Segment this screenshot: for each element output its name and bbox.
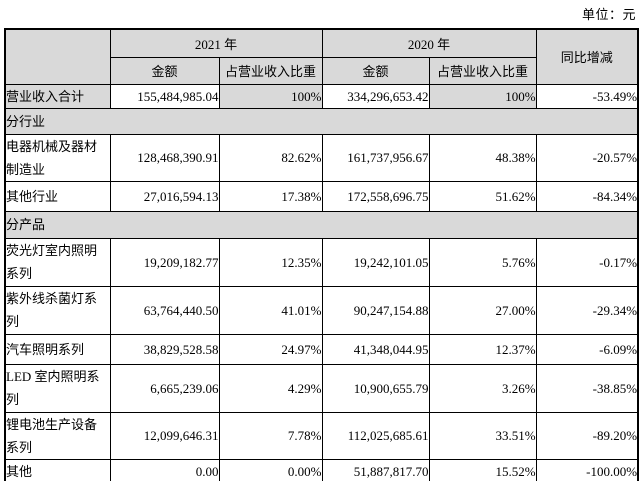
amount-2021-header: 金额 <box>109 56 220 85</box>
amount-2021-cell: 128,468,390.91 <box>109 133 220 182</box>
yoy-cell: -84.34% <box>535 180 639 212</box>
section-label-cell: 分产品 <box>4 210 639 239</box>
row-label-cell: 汽车照明系列 <box>4 333 111 365</box>
amount-2020-cell: 41,348,044.95 <box>321 333 430 365</box>
amount-2021-cell: 63,764,440.50 <box>109 285 220 335</box>
yoy-cell: -0.17% <box>535 237 639 287</box>
ratio-2021-cell: 4.29% <box>218 363 323 413</box>
corner-cell <box>4 28 111 85</box>
ratio-2021-cell: 24.97% <box>218 333 323 365</box>
amount-2021-cell: 27,016,594.13 <box>109 180 220 212</box>
table-row-fluorescent-lighting: 荧光灯室内照明系列 19,209,182.77 12.35% 19,242,10… <box>4 237 639 287</box>
table-row-led-indoor-lighting: LED 室内照明系列 6,665,239.06 4.29% 10,900,655… <box>4 363 639 413</box>
section-row-industry: 分行业 <box>4 107 639 135</box>
yoy-cell: -100.00% <box>535 458 639 481</box>
ratio-2020-cell: 15.52% <box>428 458 537 481</box>
ratio-2021-cell: 82.62% <box>218 133 323 182</box>
amount-2020-cell: 334,296,653.42 <box>321 83 430 109</box>
ratio-2020-cell: 12.37% <box>428 333 537 365</box>
amount-2020-cell: 10,900,655.79 <box>321 363 430 413</box>
section-label-cell: 分行业 <box>4 107 639 135</box>
table-row-total: 营业收入合计 155,484,985.04 100% 334,296,653.4… <box>4 83 639 109</box>
amount-2021-cell: 12,099,646.31 <box>109 411 220 460</box>
year-2020-header: 2020 年 <box>321 28 537 58</box>
ratio-2021-cell: 100% <box>218 83 323 109</box>
row-label-cell: 荧光灯室内照明系列 <box>4 237 111 287</box>
yoy-cell: -38.85% <box>535 363 639 413</box>
amount-2021-cell: 0.00 <box>109 458 220 481</box>
ratio-2020-cell: 33.51% <box>428 411 537 460</box>
row-label-cell: 电器机械及器材制造业 <box>4 133 111 182</box>
amount-2020-cell: 51,887,817.70 <box>321 458 430 481</box>
amount-2020-cell: 19,242,101.05 <box>321 237 430 287</box>
row-label-cell: 锂电池生产设备系列 <box>4 411 111 460</box>
ratio-2021-cell: 7.78% <box>218 411 323 460</box>
yoy-cell: -20.57% <box>535 133 639 182</box>
ratio-2020-cell: 27.00% <box>428 285 537 335</box>
revenue-breakdown-table: 2021 年 2020 年 同比增减 金额 占营业收入比重 金额 占营业收入比重… <box>4 28 640 481</box>
header-row-metrics: 金额 占营业收入比重 金额 占营业收入比重 <box>5 56 638 85</box>
row-label-cell: 其他行业 <box>4 180 111 212</box>
yoy-cell: -89.20% <box>535 411 639 460</box>
yoy-cell: -29.34% <box>535 285 639 335</box>
amount-2020-header: 金额 <box>321 56 430 85</box>
header-row-years: 2021 年 2020 年 同比增减 <box>4 28 639 85</box>
amount-2020-cell: 90,247,154.88 <box>321 285 430 335</box>
ratio-2021-cell: 12.35% <box>218 237 323 287</box>
section-row-product: 分产品 <box>4 210 639 239</box>
table-row-auto-lighting: 汽车照明系列 38,829,528.58 24.97% 41,348,044.9… <box>4 333 639 365</box>
row-label-cell: 紫外线杀菌灯系列 <box>4 285 111 335</box>
amount-2021-cell: 38,829,528.58 <box>109 333 220 365</box>
yoy-header: 同比增减 <box>535 28 639 85</box>
row-label-cell: 营业收入合计 <box>4 83 111 109</box>
table-row-other-industries: 其他行业 27,016,594.13 17.38% 172,558,696.75… <box>4 180 639 212</box>
amount-2021-cell: 155,484,985.04 <box>109 83 220 109</box>
ratio-2020-header: 占营业收入比重 <box>428 56 537 85</box>
year-2021-header: 2021 年 <box>109 28 323 58</box>
amount-2020-cell: 161,737,956.67 <box>321 133 430 182</box>
table-row-other-products: 其他 0.00 0.00% 51,887,817.70 15.52% -100.… <box>4 458 639 481</box>
ratio-2021-header: 占营业收入比重 <box>218 56 323 85</box>
ratio-2020-cell: 3.26% <box>428 363 537 413</box>
table-row-uv-germicidal-lamp: 紫外线杀菌灯系列 63,764,440.50 41.01% 90,247,154… <box>4 285 639 335</box>
table-row-lithium-battery-equipment: 锂电池生产设备系列 12,099,646.31 7.78% 112,025,68… <box>4 411 639 460</box>
yoy-cell: -53.49% <box>535 83 639 109</box>
amount-2020-cell: 172,558,696.75 <box>321 180 430 212</box>
ratio-2021-cell: 0.00% <box>218 458 323 481</box>
table-row-electrical-machinery: 电器机械及器材制造业 128,468,390.91 82.62% 161,737… <box>4 133 639 182</box>
ratio-2020-cell: 51.62% <box>428 180 537 212</box>
amount-2021-cell: 6,665,239.06 <box>109 363 220 413</box>
ratio-2020-cell: 48.38% <box>428 133 537 182</box>
unit-label: 单位：元 <box>581 7 636 22</box>
ratio-2021-cell: 41.01% <box>218 285 323 335</box>
amount-2020-cell: 112,025,685.61 <box>321 411 430 460</box>
ratio-2021-cell: 17.38% <box>218 180 323 212</box>
ratio-2020-cell: 5.76% <box>428 237 537 287</box>
row-label-cell: 其他 <box>4 458 111 481</box>
amount-2021-cell: 19,209,182.77 <box>109 237 220 287</box>
yoy-cell: -6.09% <box>535 333 639 365</box>
ratio-2020-cell: 100% <box>428 83 537 109</box>
row-label-cell: LED 室内照明系列 <box>4 363 111 413</box>
